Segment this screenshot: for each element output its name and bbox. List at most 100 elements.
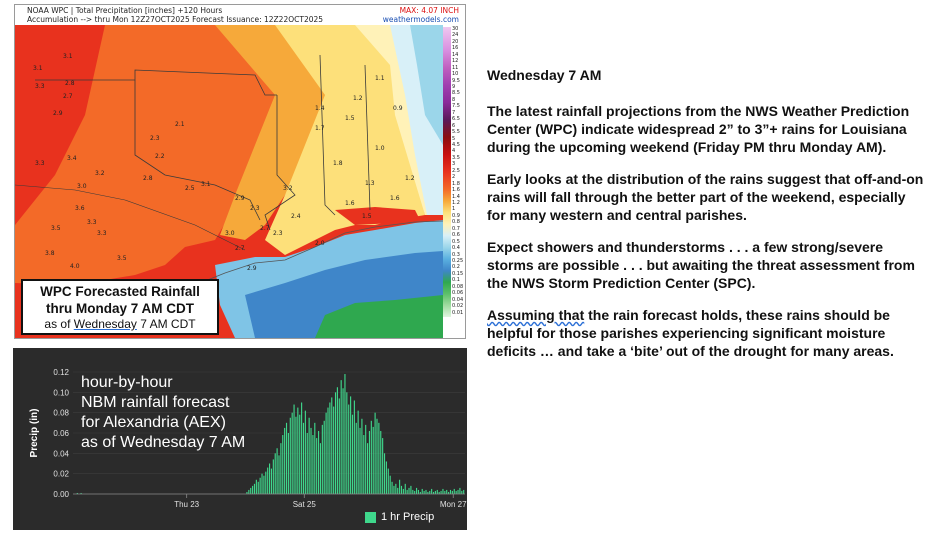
- map-caption-period: thru Monday 7 AM CDT: [46, 301, 194, 316]
- precip-bar: [442, 488, 444, 494]
- precip-bar: [438, 491, 440, 494]
- precip-bar: [76, 492, 78, 494]
- colorbar-tick: 0.7: [452, 225, 460, 232]
- precip-bar: [255, 479, 257, 494]
- precip-bar: [293, 404, 295, 494]
- precip-bar: [284, 427, 286, 494]
- chart-legend[interactable]: 1 hr Precip: [365, 511, 434, 523]
- precip-bar: [276, 448, 278, 494]
- colorbar-tick: 1.4: [452, 193, 460, 200]
- map-caption: WPC Forecasted Rainfall thru Monday 7 AM…: [21, 279, 219, 335]
- precip-bar: [246, 491, 248, 494]
- precip-bar: [346, 392, 348, 494]
- precip-bar: [423, 490, 425, 494]
- colorbar-tick: 0.08: [452, 283, 464, 290]
- precip-bar: [252, 485, 254, 494]
- x-tick-label: Mon 27: [440, 500, 467, 509]
- precip-bar: [429, 490, 431, 494]
- precip-bar: [427, 491, 429, 494]
- precip-bar: [400, 485, 403, 494]
- precip-bar: [250, 487, 252, 494]
- colorbar-tick: 6.5: [452, 116, 460, 123]
- colorbar-tick: 14: [452, 51, 459, 58]
- precip-bar: [282, 435, 284, 494]
- precip-bar: [259, 477, 261, 494]
- precip-bar: [353, 400, 355, 494]
- colorbar-tick: 0.04: [452, 296, 464, 303]
- precip-bar: [436, 489, 438, 494]
- precip-bar: [285, 422, 288, 494]
- precip-bar: [412, 489, 414, 494]
- precip-bar: [280, 443, 282, 494]
- y-tick-label: 0.04: [53, 449, 69, 458]
- colorbar-tick: 2: [452, 174, 456, 181]
- y-tick-label: 0.08: [53, 409, 69, 418]
- legend-label: 1 hr Precip: [381, 511, 435, 523]
- legend-swatch: [365, 511, 376, 523]
- colorbar-tick: 0.25: [452, 258, 464, 264]
- discussion-paragraph-2: Early looks at the distribution of the r…: [487, 171, 924, 223]
- precip-bar: [397, 487, 399, 494]
- precip-bar: [299, 414, 301, 494]
- precip-bar: [278, 455, 280, 494]
- chart-annotation: hour-by-hour NBM rainfall forecast for A…: [81, 373, 245, 453]
- precip-bar: [402, 488, 404, 494]
- precip-bar: [416, 487, 418, 494]
- precip-bar: [269, 463, 271, 494]
- precip-bar: [334, 392, 337, 494]
- y-tick-label: 0.02: [53, 470, 69, 479]
- precip-bar: [348, 404, 350, 494]
- precip-bar: [312, 435, 314, 494]
- colorbar-tick: 0.15: [452, 270, 464, 277]
- colorbar-tick: 16: [452, 45, 459, 52]
- colorbar-tick: 1: [452, 206, 456, 213]
- x-tick-label: Thu 23: [174, 500, 199, 509]
- precip-bar: [304, 410, 306, 494]
- precip-bar: [395, 483, 397, 494]
- precip-bar: [391, 481, 393, 494]
- precip-bar: [446, 489, 448, 494]
- precip-bar: [272, 459, 274, 494]
- map-header-accumulation: Accumulation --> thru Mon 12Z27OCT2025 F…: [27, 15, 324, 24]
- precip-bar: [289, 417, 291, 494]
- precip-bar: [444, 490, 446, 494]
- colorbar-tick: 1.8: [452, 180, 460, 187]
- precip-bar: [432, 491, 435, 494]
- colorbar-tick: 12: [452, 58, 459, 65]
- precip-bar: [316, 438, 318, 494]
- precip-bar: [308, 417, 310, 494]
- precip-bar: [295, 416, 297, 494]
- precip-bar: [331, 397, 333, 494]
- colorbar-tick: 7: [452, 109, 456, 116]
- precip-bar: [455, 490, 457, 494]
- precip-bar: [270, 468, 273, 494]
- precip-bar: [440, 490, 442, 494]
- precip-bar: [355, 422, 357, 494]
- map-colorbar-ticks: 30 24 20 16 14 12 11 10 9.5 9 8.5 8 7.5 7 6.5 6 5.5 5 4.5 4…: [452, 27, 465, 317]
- precip-bar: [453, 488, 455, 494]
- precip-bar: [327, 407, 329, 494]
- precip-bar: [363, 435, 365, 494]
- precip-bar: [374, 412, 376, 494]
- colorbar-tick: 0.6: [452, 232, 460, 239]
- precip-bar: [306, 433, 308, 494]
- map-caption-day: Wednesday: [73, 317, 137, 331]
- precip-bar: [368, 430, 371, 494]
- precip-bar: [248, 489, 250, 494]
- precip-bar: [385, 461, 387, 494]
- precip-bar: [274, 453, 276, 494]
- precip-bar: [378, 422, 380, 494]
- precip-bar: [431, 488, 433, 494]
- precip-bar: [457, 489, 459, 494]
- colorbar-tick: 11: [452, 64, 459, 71]
- precip-bar: [350, 396, 352, 494]
- nbm-chart-panel: 0.00 0.02 0.04 0.06 0.08 0.10 0.12 Precip (in) T…: [13, 348, 467, 530]
- discussion-paragraph-4-lead: Assuming that: [487, 307, 585, 323]
- colorbar-tick: 3.5: [452, 154, 460, 161]
- precip-bar: [376, 418, 378, 494]
- colorbar-tick: 0.3: [452, 251, 460, 258]
- discussion-paragraph-3: Expect showers and thunderstorms . . . a…: [487, 239, 915, 291]
- colorbar-tick: 1.2: [452, 200, 460, 206]
- precip-bar: [344, 374, 346, 494]
- precip-bar: [389, 475, 391, 494]
